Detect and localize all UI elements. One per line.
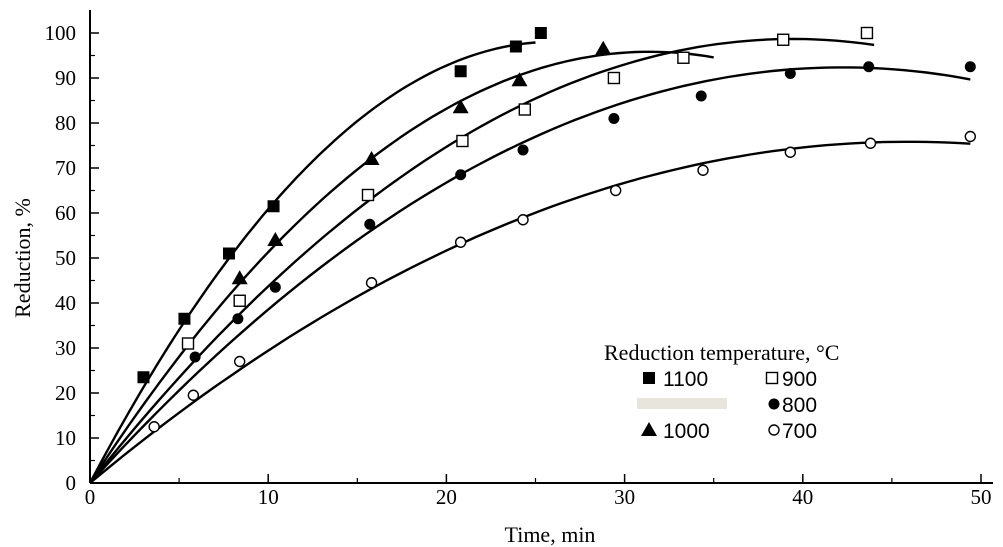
legend-label-700: 700: [782, 420, 817, 443]
point-700: [187, 389, 200, 401]
y-tick-label: 30: [55, 336, 76, 360]
legend-marker-1100: [643, 372, 655, 384]
point-900: [181, 337, 195, 350]
curve-1100: [88, 41, 536, 484]
y-tick-label: 40: [55, 291, 76, 315]
y-tick-label: 50: [55, 246, 76, 270]
point-1000: [363, 151, 380, 165]
y-tick-label: 70: [55, 156, 76, 180]
y-tick-label: 90: [55, 66, 76, 90]
point-900: [233, 294, 246, 307]
point-900: [860, 26, 874, 40]
point-1100: [137, 371, 150, 384]
y-tick-label: 10: [55, 426, 76, 450]
legend-marker-700: [768, 424, 780, 436]
point-700: [454, 236, 467, 248]
point-800: [863, 61, 875, 73]
point-1000: [267, 232, 284, 246]
point-900: [518, 103, 532, 116]
point-900: [361, 188, 375, 202]
y-tick-label: 100: [45, 21, 77, 45]
point-800: [364, 218, 376, 230]
point-800: [455, 169, 467, 181]
curve-1000: [88, 50, 714, 484]
point-900: [677, 51, 690, 64]
point-800: [232, 313, 244, 325]
y-tick-label: 80: [55, 111, 76, 135]
curve-900: [89, 37, 875, 484]
legend-marker-1000: [641, 422, 657, 436]
point-1000: [452, 99, 469, 114]
x-tick-label: 0: [85, 485, 96, 509]
point-800: [964, 61, 976, 73]
point-700: [964, 130, 977, 143]
point-1100: [534, 27, 547, 39]
legend-label-900: 900: [782, 368, 817, 391]
legend-item-700: 700: [768, 420, 817, 443]
legend-marker-900: [765, 371, 779, 385]
point-1000: [595, 40, 612, 55]
point-900: [776, 33, 790, 46]
point-1100: [509, 40, 522, 53]
point-800: [189, 351, 201, 363]
x-axis-title: Time, min: [505, 522, 596, 547]
curve-700: [89, 140, 971, 484]
legend-item-1000: 1000: [641, 420, 710, 443]
point-700: [864, 137, 877, 149]
point-1100: [454, 65, 467, 78]
point-1000: [511, 72, 528, 87]
x-tick-label: 40: [792, 485, 813, 509]
point-800: [695, 90, 707, 102]
point-1100: [178, 312, 191, 325]
curve-800: [89, 66, 971, 484]
curves: [88, 37, 971, 484]
x-tick-label: 10: [258, 485, 279, 509]
y-tick-label: 20: [55, 381, 76, 405]
y-tick-label: 60: [55, 201, 76, 225]
axes: 0 10 20 30 40 50 0 10 20 30 40 50 60 70 80 90 100: [45, 10, 993, 509]
legend-faded-bar: [637, 398, 727, 409]
point-800: [784, 68, 796, 79]
legend-label-800: 800: [782, 394, 817, 417]
legend-title: Reduction temperature, °C: [604, 340, 839, 365]
point-900: [607, 71, 621, 85]
legend: Reduction temperature, °C 1100 1000 900 800…: [604, 340, 839, 443]
point-700: [365, 277, 378, 289]
point-700: [233, 355, 246, 368]
point-800: [608, 113, 620, 124]
point-1000: [231, 270, 248, 285]
x-tick-label: 30: [614, 485, 635, 509]
x-tick-label: 20: [436, 485, 457, 509]
point-700: [148, 421, 160, 433]
point-700: [697, 164, 709, 176]
x-tick-label: 50: [971, 485, 992, 509]
y-axis-title: Reduction, %: [10, 198, 35, 318]
legend-item-1100: 1100: [643, 368, 708, 391]
legend-label-1100: 1100: [663, 368, 708, 391]
point-700: [784, 146, 797, 158]
point-800: [269, 281, 281, 293]
y-tick-label: 0: [66, 471, 77, 495]
legend-item-900: 900: [765, 368, 817, 391]
point-700: [517, 214, 529, 226]
legend-label-1000: 1000: [663, 420, 710, 443]
point-1100: [222, 247, 235, 260]
legend-item-800: 800: [768, 394, 817, 417]
point-700: [609, 184, 622, 197]
data-markers: [137, 26, 977, 433]
legend-marker-800: [768, 398, 780, 410]
point-900: [456, 134, 469, 148]
point-1100: [267, 200, 280, 213]
point-800: [517, 144, 529, 156]
